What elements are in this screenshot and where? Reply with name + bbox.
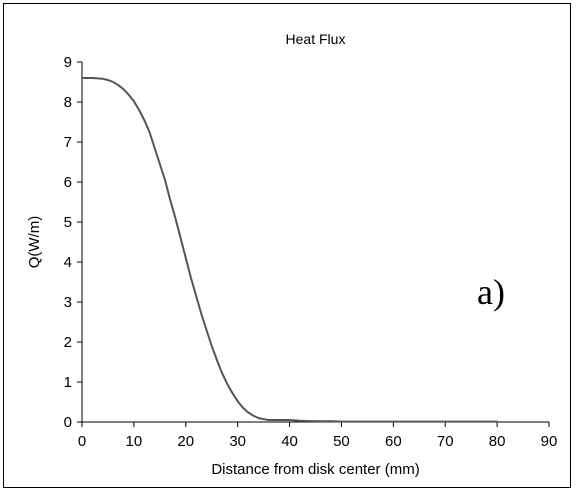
y-tick-label: 1 [64, 374, 72, 391]
x-tick-label: 70 [437, 433, 454, 450]
x-tick-label: 0 [78, 433, 86, 450]
x-tick-label: 90 [541, 433, 558, 450]
x-tick-label: 30 [229, 433, 246, 450]
x-tick-label: 20 [177, 433, 194, 450]
y-tick-label: 4 [64, 254, 72, 271]
y-tick-label: 5 [64, 214, 72, 231]
y-axis-label: Q(W/m) [26, 216, 43, 268]
x-tick-label: 80 [489, 433, 506, 450]
y-tick-label: 7 [64, 134, 72, 151]
chart-frame: Heat Flux Q(W/m) Distance from disk cent… [3, 3, 571, 488]
x-tick-label: 60 [385, 433, 402, 450]
y-tick-label: 3 [64, 294, 72, 311]
y-tick-label: 2 [64, 334, 72, 351]
annotation-label: a) [477, 272, 505, 312]
x-tick-label: 10 [126, 433, 143, 450]
y-tick-label: 0 [64, 414, 72, 431]
series-line-0 [81, 77, 499, 423]
y-tick-label: 6 [64, 174, 72, 191]
heat-flux-chart: Heat Flux Q(W/m) Distance from disk cent… [26, 31, 558, 478]
y-tick-label: 8 [64, 94, 72, 111]
x-tick-label: 40 [281, 433, 298, 450]
chart-title: Heat Flux [286, 31, 346, 47]
x-tick-label: 50 [333, 433, 350, 450]
x-axis-label: Distance from disk center (mm) [211, 461, 419, 478]
y-tick-label: 9 [64, 54, 72, 71]
